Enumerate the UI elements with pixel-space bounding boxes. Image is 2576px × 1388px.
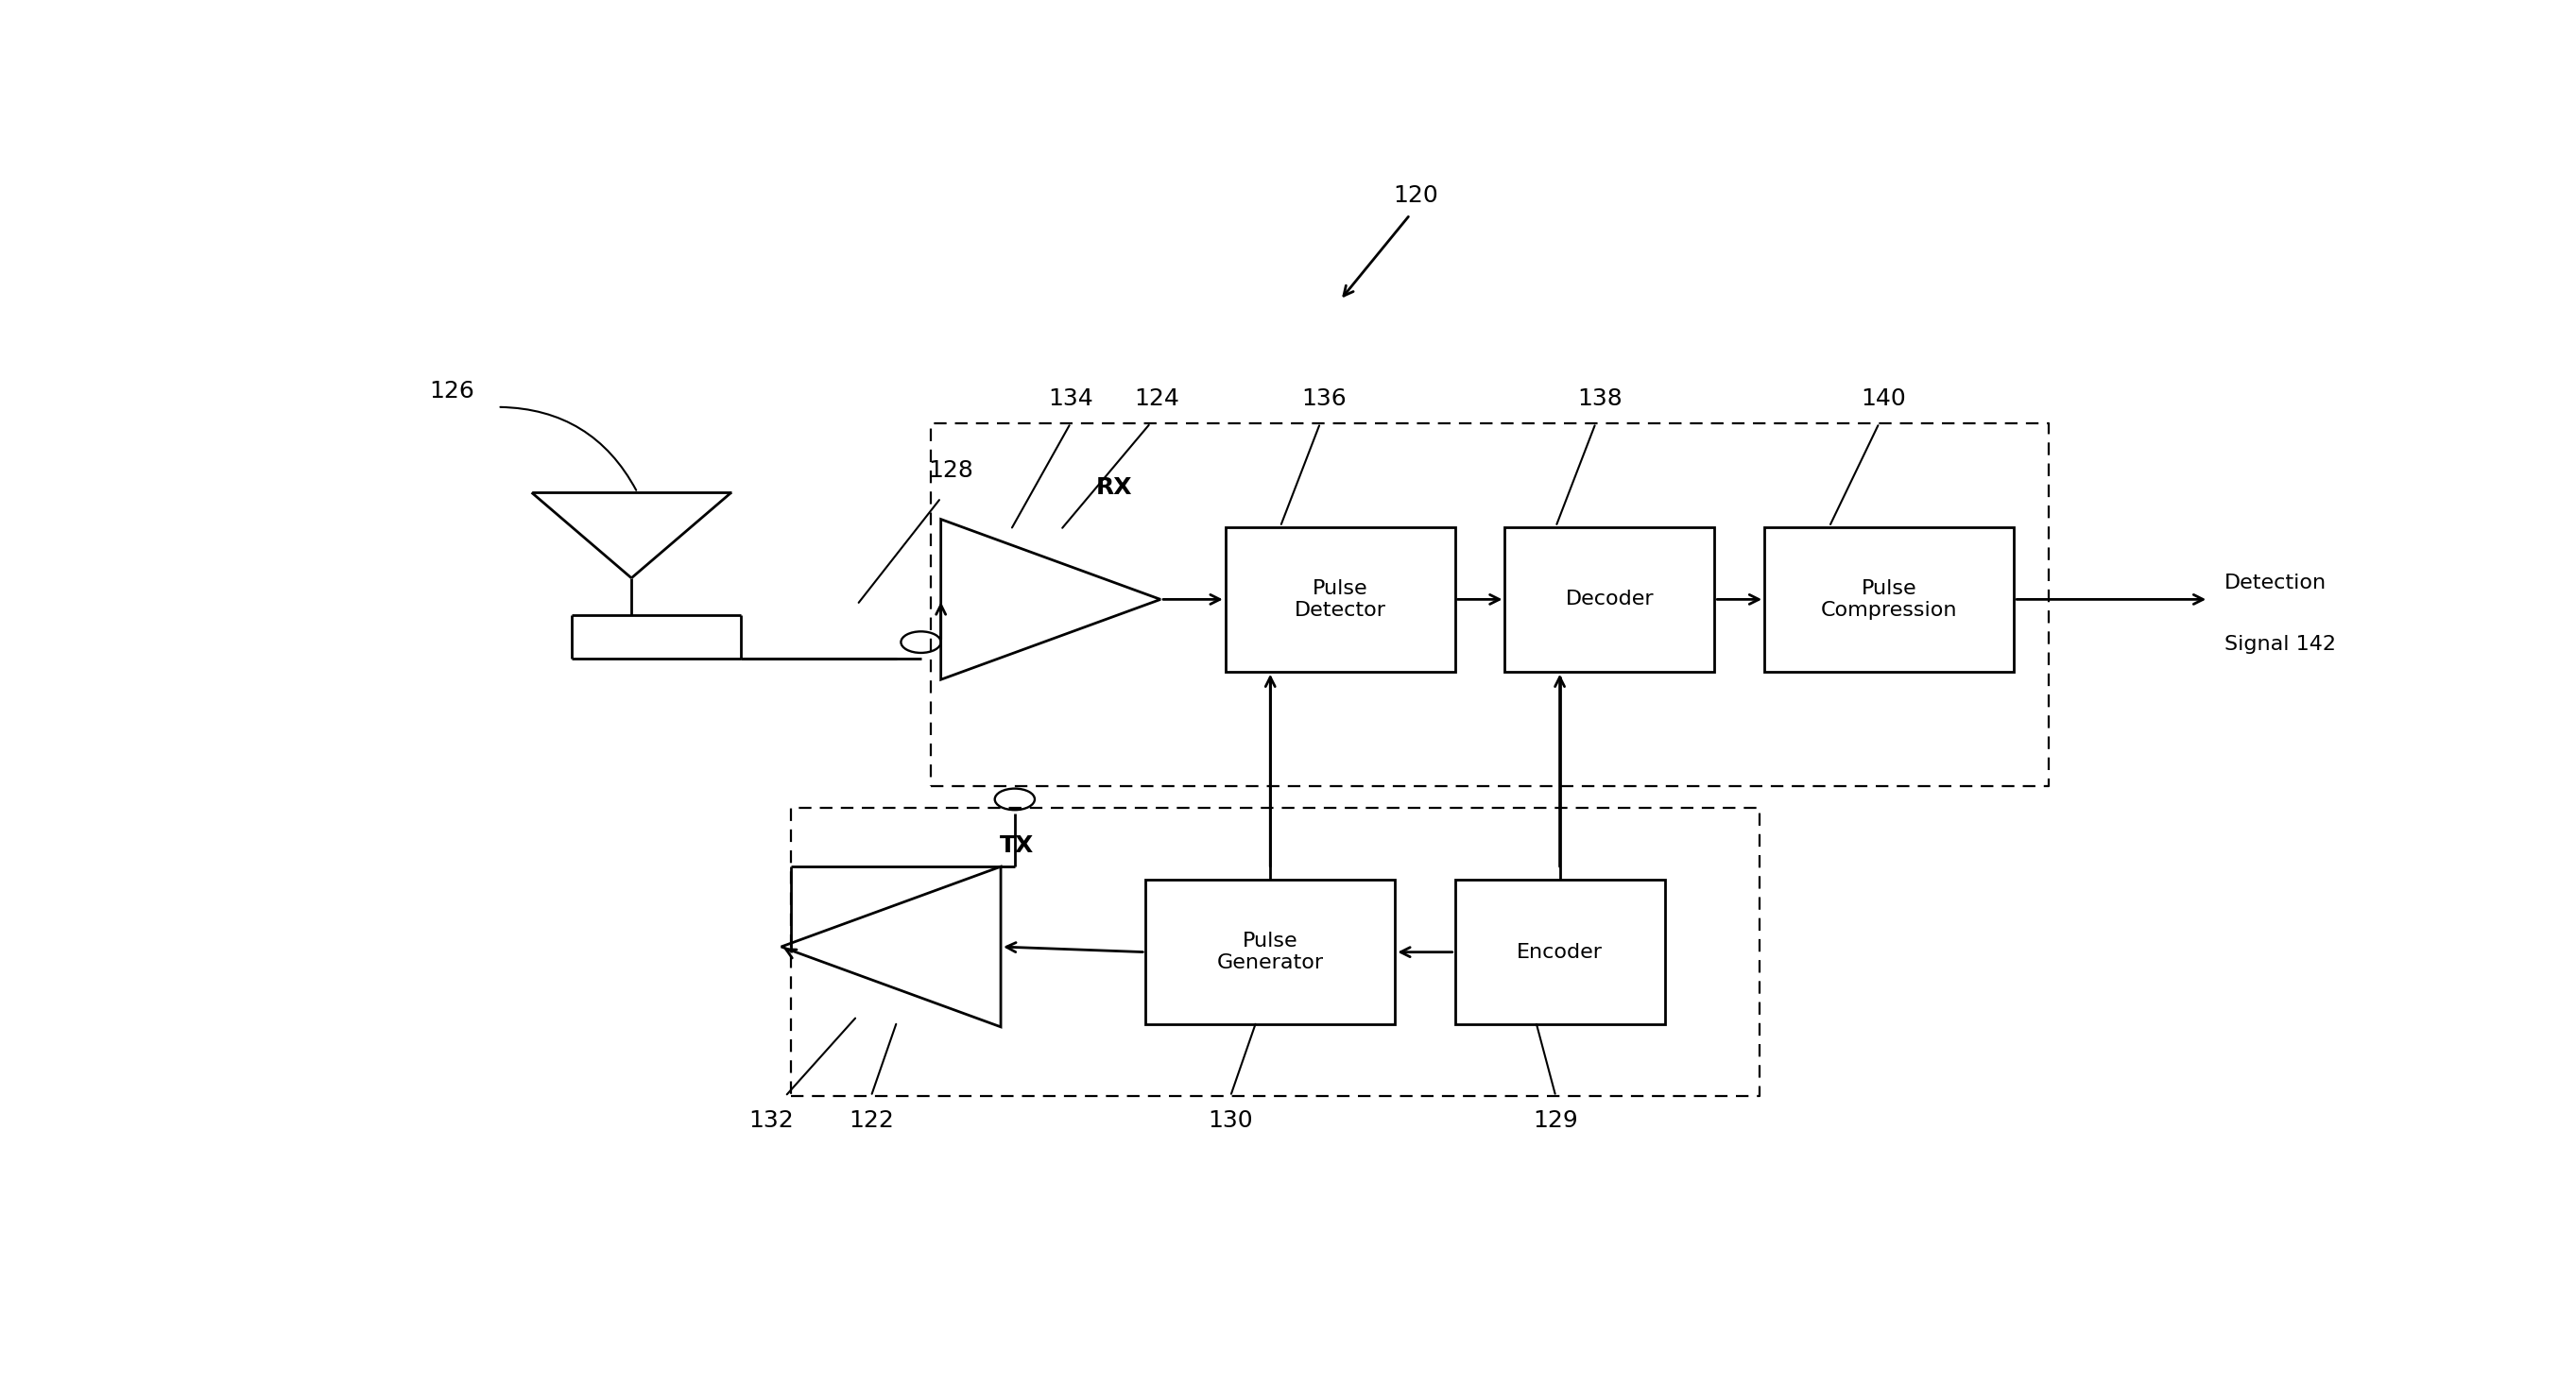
Text: 136: 136	[1301, 387, 1347, 411]
Text: 132: 132	[750, 1109, 793, 1131]
Text: 134: 134	[1048, 387, 1092, 411]
FancyBboxPatch shape	[1765, 527, 2014, 672]
Text: 124: 124	[1133, 387, 1180, 411]
Text: 122: 122	[848, 1109, 894, 1131]
FancyBboxPatch shape	[1455, 880, 1664, 1024]
Text: 120: 120	[1394, 185, 1437, 207]
Text: 126: 126	[430, 380, 474, 403]
Text: RX: RX	[1097, 476, 1133, 498]
Text: 140: 140	[1860, 387, 1906, 411]
FancyBboxPatch shape	[1226, 527, 1455, 672]
Text: 128: 128	[927, 459, 974, 482]
Text: 129: 129	[1533, 1109, 1579, 1131]
Text: Encoder: Encoder	[1517, 942, 1602, 962]
Text: 130: 130	[1208, 1109, 1252, 1131]
Text: Pulse
Compression: Pulse Compression	[1821, 579, 1958, 620]
FancyBboxPatch shape	[1504, 527, 1716, 672]
FancyBboxPatch shape	[1146, 880, 1396, 1024]
Text: Pulse
Detector: Pulse Detector	[1293, 579, 1386, 620]
Text: 138: 138	[1577, 387, 1623, 411]
Text: Pulse
Generator: Pulse Generator	[1216, 931, 1324, 973]
Text: Decoder: Decoder	[1566, 590, 1654, 609]
Text: TX: TX	[999, 834, 1033, 856]
Text: Signal 142: Signal 142	[2226, 634, 2336, 654]
Text: Detection: Detection	[2226, 573, 2326, 593]
